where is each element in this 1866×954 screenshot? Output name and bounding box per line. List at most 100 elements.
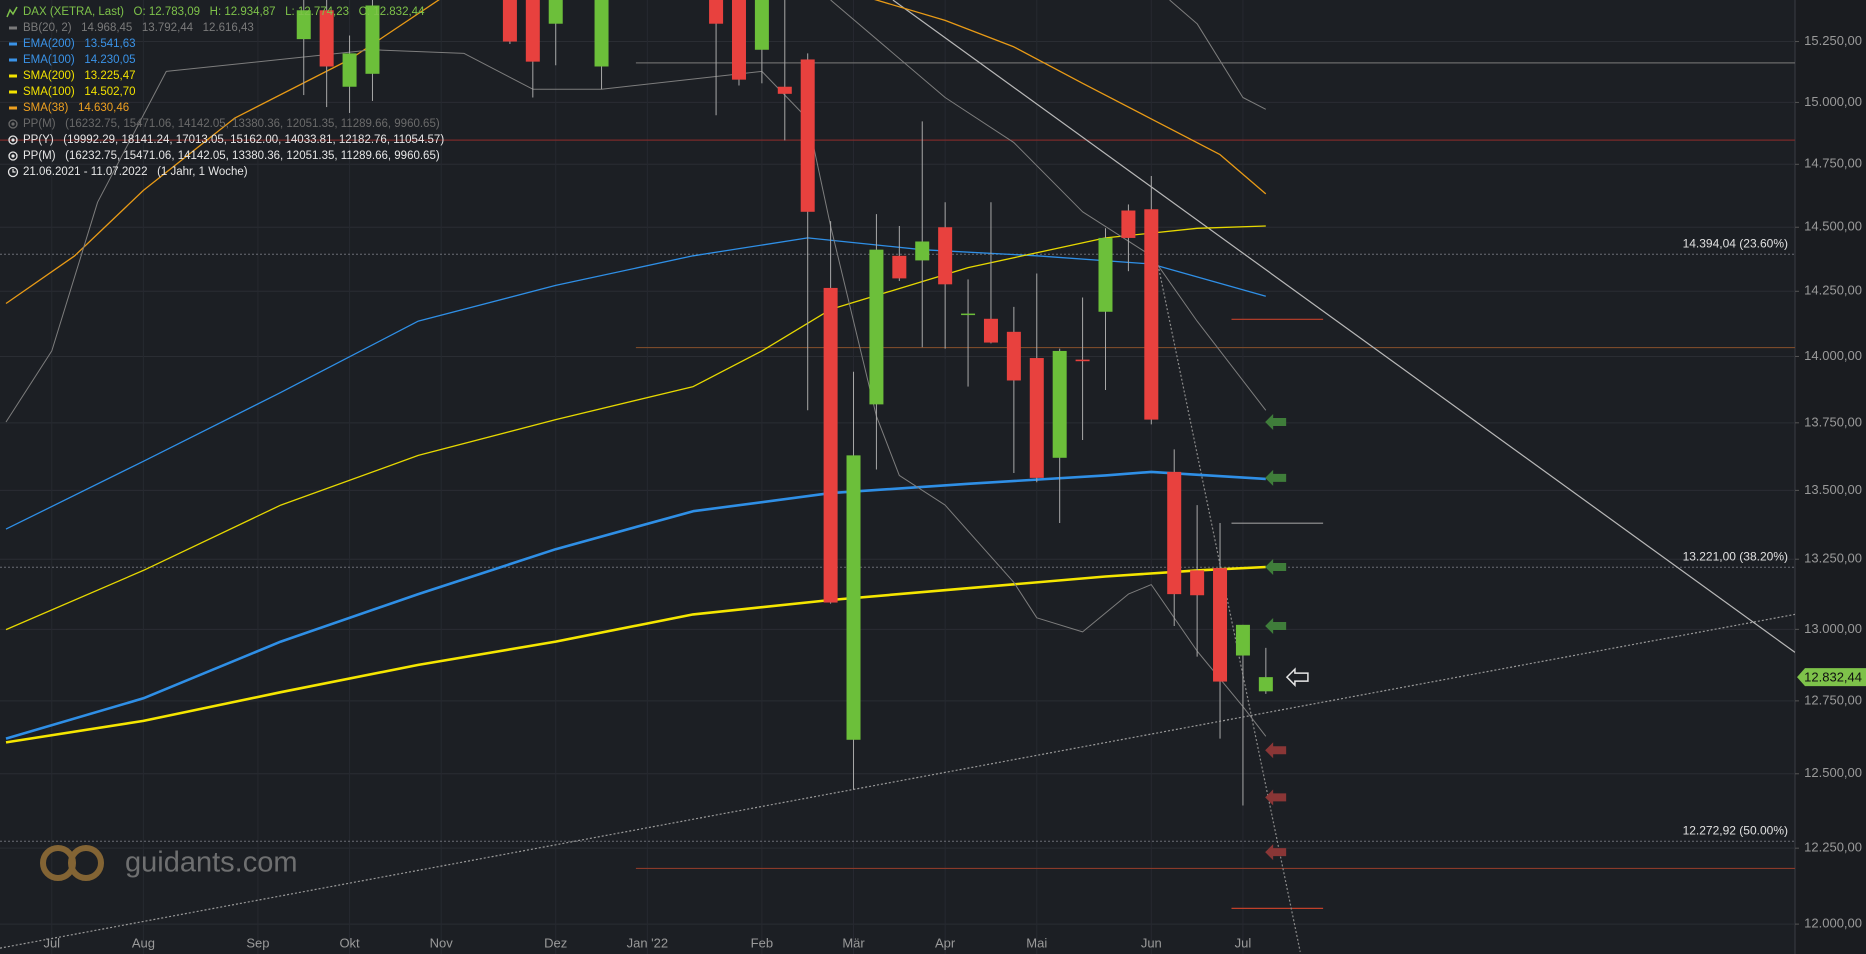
legend-text: PP(M) (16232.75, 15471.06, 14142.05, 133… (23, 118, 440, 130)
fib-label: 14.394,04 (23.60%) (1683, 236, 1788, 250)
candle-body (296, 10, 311, 40)
candle-body (846, 455, 861, 740)
candle-body (319, 10, 334, 67)
x-tick-label: Mai (1026, 935, 1047, 950)
y-tick-label: 14.750,00 (1804, 156, 1862, 171)
y-tick-label: 12.250,00 (1804, 840, 1862, 855)
indicator-line (5, 237, 1266, 530)
candle-body (983, 318, 998, 343)
legend-text: PP(M) (16232.75, 15471.06, 14142.05, 133… (23, 150, 440, 162)
legend-text: SMA(100) 14.502,70 (23, 86, 136, 98)
candle-body (961, 313, 976, 316)
legend-text: BB(20, 2) 14.968,45 13.792,44 12.616,43 (23, 22, 254, 34)
x-tick-label: Aug (132, 935, 155, 950)
legend-icon (6, 6, 18, 18)
legend: DAX (XETRA, Last) O: 12.783,09 H: 12.934… (6, 6, 444, 178)
candle-body (1144, 209, 1159, 420)
legend-text: SMA(38) 14.630,46 (23, 102, 129, 114)
watermark: guidants.com (40, 845, 298, 881)
candle-body (1121, 210, 1136, 238)
x-tick-label: Jul (1235, 935, 1252, 950)
signal-arrow (1265, 559, 1287, 576)
candle-body (594, 0, 609, 67)
y-axis-strip (1795, 0, 1866, 954)
candle-body (915, 241, 930, 261)
fib-label: 12.272,92 (50.00%) (1683, 823, 1788, 837)
indicator-line (1169, 0, 1267, 110)
y-tick-label: 12.500,00 (1804, 765, 1862, 780)
legend-item: EMA(100) 14.230,05 (9, 54, 136, 66)
candle-body (731, 0, 746, 80)
legend-item: PP(M) (16232.75, 15471.06, 14142.05, 133… (8, 150, 440, 162)
legend-text: SMA(200) 13.225,47 (23, 70, 136, 82)
candle-body (1235, 624, 1250, 656)
candle-body (1006, 331, 1021, 381)
indicators (0, 0, 1795, 952)
candles (296, 0, 1273, 806)
y-tick-label: 13.250,00 (1804, 551, 1862, 566)
candle-body (938, 227, 953, 285)
x-tick-label: Nov (430, 935, 454, 950)
legend-item: 21.06.2021 - 11.07.2022 (1 Jahr, 1 Woche… (7, 166, 248, 178)
signal-arrow (1285, 667, 1309, 687)
legend-item: EMA(200) 13.541,63 (9, 38, 136, 50)
candle-body (525, 0, 540, 62)
legend-icon (8, 119, 18, 129)
x-tick-label: Dez (544, 935, 567, 950)
x-tick-label: Jul (43, 935, 60, 950)
legend-text: 21.06.2021 - 11.07.2022 (1 Jahr, 1 Woche… (23, 166, 248, 178)
x-tick-label: Jun (1141, 935, 1162, 950)
watermark-text: guidants.com (125, 847, 298, 879)
legend-item: DAX (XETRA, Last) O: 12.783,09 H: 12.934… (6, 6, 425, 18)
signal-arrow (1265, 617, 1287, 634)
candle-body (1029, 358, 1044, 478)
legend-icon (12, 169, 16, 173)
grid (0, 0, 1795, 954)
indicator-line (5, 565, 1266, 744)
candle-body (1190, 570, 1205, 596)
logo-ring (68, 845, 104, 881)
candle-body (1052, 350, 1067, 458)
candle-body (800, 59, 815, 212)
signal-arrow (1265, 844, 1287, 861)
trendline (892, 0, 1795, 653)
legend-text: PP(Y) (19992.29, 18141.24, 17013.05, 151… (23, 134, 444, 146)
legend-text: EMA(200) 13.541,63 (23, 38, 136, 50)
x-tick-label: Okt (339, 935, 360, 950)
y-tick-label: 13.000,00 (1804, 621, 1862, 636)
candle-body (777, 86, 792, 94)
candle-body (892, 255, 907, 279)
signal-arrow (1265, 414, 1287, 431)
candle-body (1167, 471, 1182, 595)
x-tick-label: Sep (246, 935, 269, 950)
candle-body (365, 5, 380, 74)
fib-label: 13.221,00 (38.20%) (1683, 549, 1788, 563)
indicator-line (830, 0, 1267, 411)
legend-icon (11, 154, 15, 158)
indicator-line (5, 470, 1266, 740)
trendline (0, 613, 1795, 949)
legend-icon (11, 122, 15, 126)
legend-icon (7, 166, 19, 178)
legend-item: PP(Y) (19992.29, 18141.24, 17013.05, 151… (8, 134, 444, 146)
candle-body (502, 0, 517, 42)
y-tick-label: 14.250,00 (1804, 283, 1862, 298)
candle-body (1075, 359, 1090, 362)
y-tick-label: 13.750,00 (1804, 414, 1862, 429)
overlay: 12.000,00 12.250,00 12.500,00 12.750,00 13.0… (43, 33, 1866, 950)
y-tick-label: 12.000,00 (1804, 916, 1862, 931)
x-tick-label: Jan '22 (627, 935, 669, 950)
candle-body (548, 0, 563, 24)
legend-icon (8, 135, 18, 145)
indicator-line (5, 0, 1267, 305)
legend-item: PP(M) (16232.75, 15471.06, 14142.05, 133… (8, 118, 440, 130)
candle-body (709, 0, 724, 24)
candle-body (754, 0, 769, 50)
legend-icon (8, 151, 18, 161)
candle-body (1213, 568, 1228, 682)
legend-item: SMA(200) 13.225,47 (9, 70, 136, 82)
y-tick-label: 13.500,00 (1804, 482, 1862, 497)
signal-arrow (1265, 789, 1287, 806)
y-tick-label: 15.000,00 (1804, 94, 1862, 109)
